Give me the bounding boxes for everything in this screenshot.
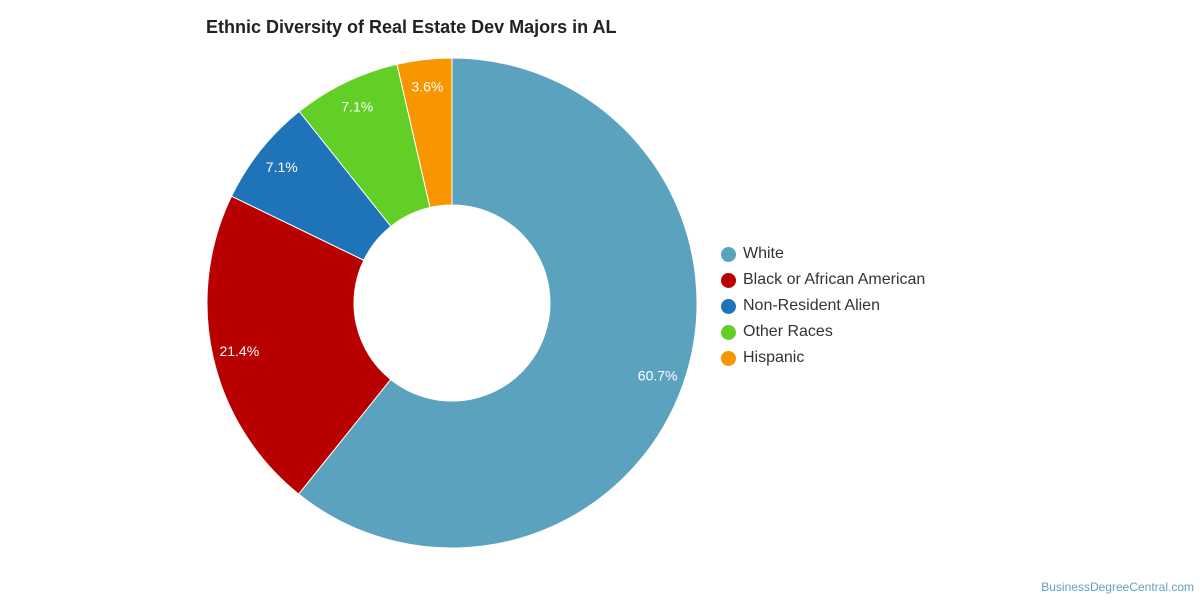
legend-label: Non-Resident Alien <box>743 297 880 314</box>
slice-label-other-races: 7.1% <box>341 99 373 115</box>
legend-item-black-or-african-american[interactable]: Black or African American <box>721 267 925 293</box>
slice-black-or-african-american[interactable] <box>206 195 392 495</box>
legend-item-other-races[interactable]: Other Races <box>721 319 925 345</box>
legend-label: Other Races <box>743 323 833 340</box>
legend-swatch-white <box>721 246 736 262</box>
legend-swatch-other-races <box>721 324 736 340</box>
slice-label-white: 60.7% <box>638 367 678 383</box>
legend-label: Black or African American <box>743 271 926 288</box>
legend-item-non-resident-alien[interactable]: Non-Resident Alien <box>721 293 925 319</box>
legend-item-white[interactable]: White <box>721 241 925 267</box>
legend-swatch-black-or-african-american <box>721 272 736 288</box>
slice-label-non-resident-alien: 7.1% <box>266 159 298 175</box>
legend-label: Hispanic <box>743 349 805 366</box>
legend: White Black or African American Non-Resi… <box>721 241 925 371</box>
watermark: BusinessDegreeCentral.com <box>1041 580 1194 594</box>
slice-label-black-or-african-american: 21.4% <box>219 343 259 359</box>
slice-white[interactable] <box>297 57 698 549</box>
legend-item-hispanic[interactable]: Hispanic <box>721 345 925 371</box>
slice-label-hispanic: 3.6% <box>411 78 443 94</box>
slice-hispanic[interactable] <box>396 57 453 209</box>
legend-label: White <box>743 245 784 262</box>
legend-swatch-hispanic <box>721 350 736 366</box>
legend-swatch-non-resident-alien <box>721 298 736 314</box>
chart-title: Ethnic Diversity of Real Estate Dev Majo… <box>206 17 617 37</box>
